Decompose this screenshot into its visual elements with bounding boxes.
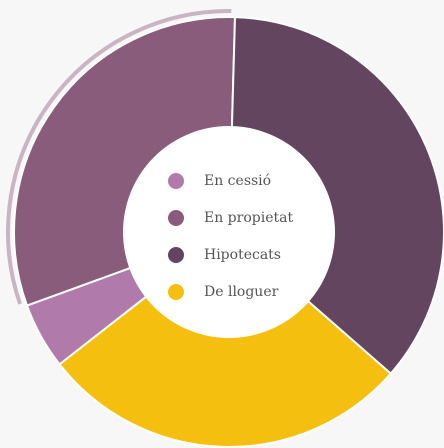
legend-label[interactable]: En propietat	[204, 210, 293, 226]
legend-swatch[interactable]	[168, 247, 184, 263]
donut-segment[interactable]	[58, 230, 393, 448]
legend-swatch[interactable]	[168, 173, 184, 189]
hover-highlight	[6, 9, 232, 305]
legend-swatch[interactable]	[168, 210, 184, 226]
donut-hole	[123, 126, 335, 338]
legend-label[interactable]: Hipotecats	[204, 247, 281, 263]
legend-label[interactable]: De lloguer	[204, 284, 279, 300]
legend-swatch[interactable]	[168, 284, 184, 300]
legend-label[interactable]: En cessió	[204, 173, 271, 189]
donut-segment[interactable]	[227, 16, 444, 376]
